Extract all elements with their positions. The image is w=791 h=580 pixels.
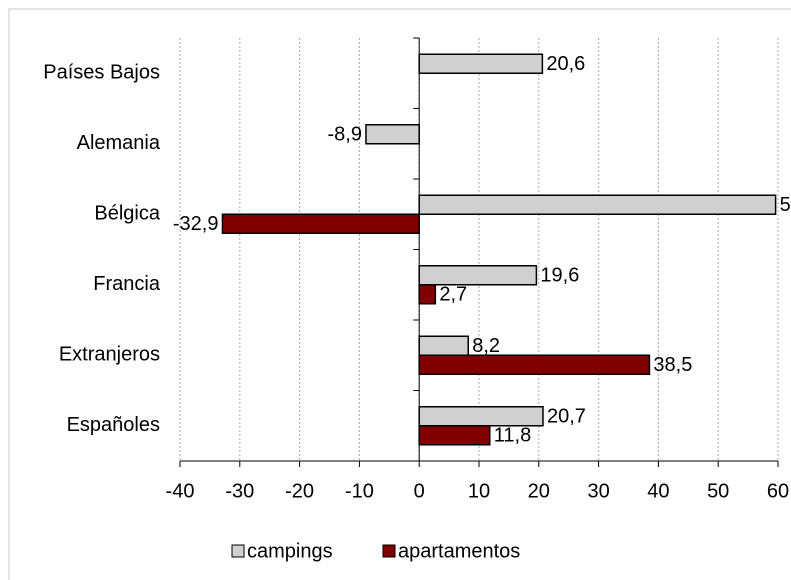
bar [418, 265, 538, 286]
data-label: 59,6 [780, 194, 791, 216]
data-label: -32,9 [173, 213, 219, 235]
y-tick-label: Bélgica [94, 203, 160, 225]
data-label: 20,7 [547, 406, 586, 428]
legend-label: apartamentos [398, 540, 520, 562]
x-tick-label: 0 [414, 480, 425, 502]
x-tick-label: 30 [587, 480, 609, 502]
bar [418, 406, 544, 427]
data-label: 11,8 [494, 425, 531, 447]
y-tick-label: Países Bajos [43, 62, 160, 84]
data-label: 8,2 [472, 335, 500, 357]
x-tick-label: -20 [285, 480, 314, 502]
bar [418, 53, 544, 74]
x-tick-label: 40 [647, 480, 669, 502]
data-label: 20,6 [546, 53, 585, 75]
x-tick-label: -40 [166, 480, 195, 502]
y-tick-label: Españoles [67, 414, 160, 436]
bar [418, 284, 437, 305]
chart-frame [8, 8, 791, 580]
y-tick-label: Francia [93, 273, 161, 295]
y-tick-label: Extranjeros [59, 344, 160, 366]
bar [418, 194, 777, 215]
bar [365, 124, 420, 145]
data-label: 2,7 [439, 284, 467, 306]
data-label: 38,5 [653, 354, 692, 376]
bar [418, 425, 491, 446]
x-tick-label: 60 [767, 480, 789, 502]
x-tick-label: 10 [468, 480, 490, 502]
x-tick-label: -30 [225, 480, 254, 502]
legend-label: campings [247, 540, 333, 562]
legend-swatch [231, 544, 245, 558]
legend-swatch [382, 544, 396, 558]
data-label: -8,9 [328, 124, 362, 146]
x-tick-label: 50 [707, 480, 729, 502]
bar [418, 335, 469, 356]
data-label: 19,6 [540, 265, 579, 287]
bar [221, 213, 420, 234]
bar [418, 354, 651, 375]
y-tick-label: Alemania [77, 132, 161, 154]
x-tick-label: 20 [528, 480, 550, 502]
x-tick-label: -10 [345, 480, 374, 502]
